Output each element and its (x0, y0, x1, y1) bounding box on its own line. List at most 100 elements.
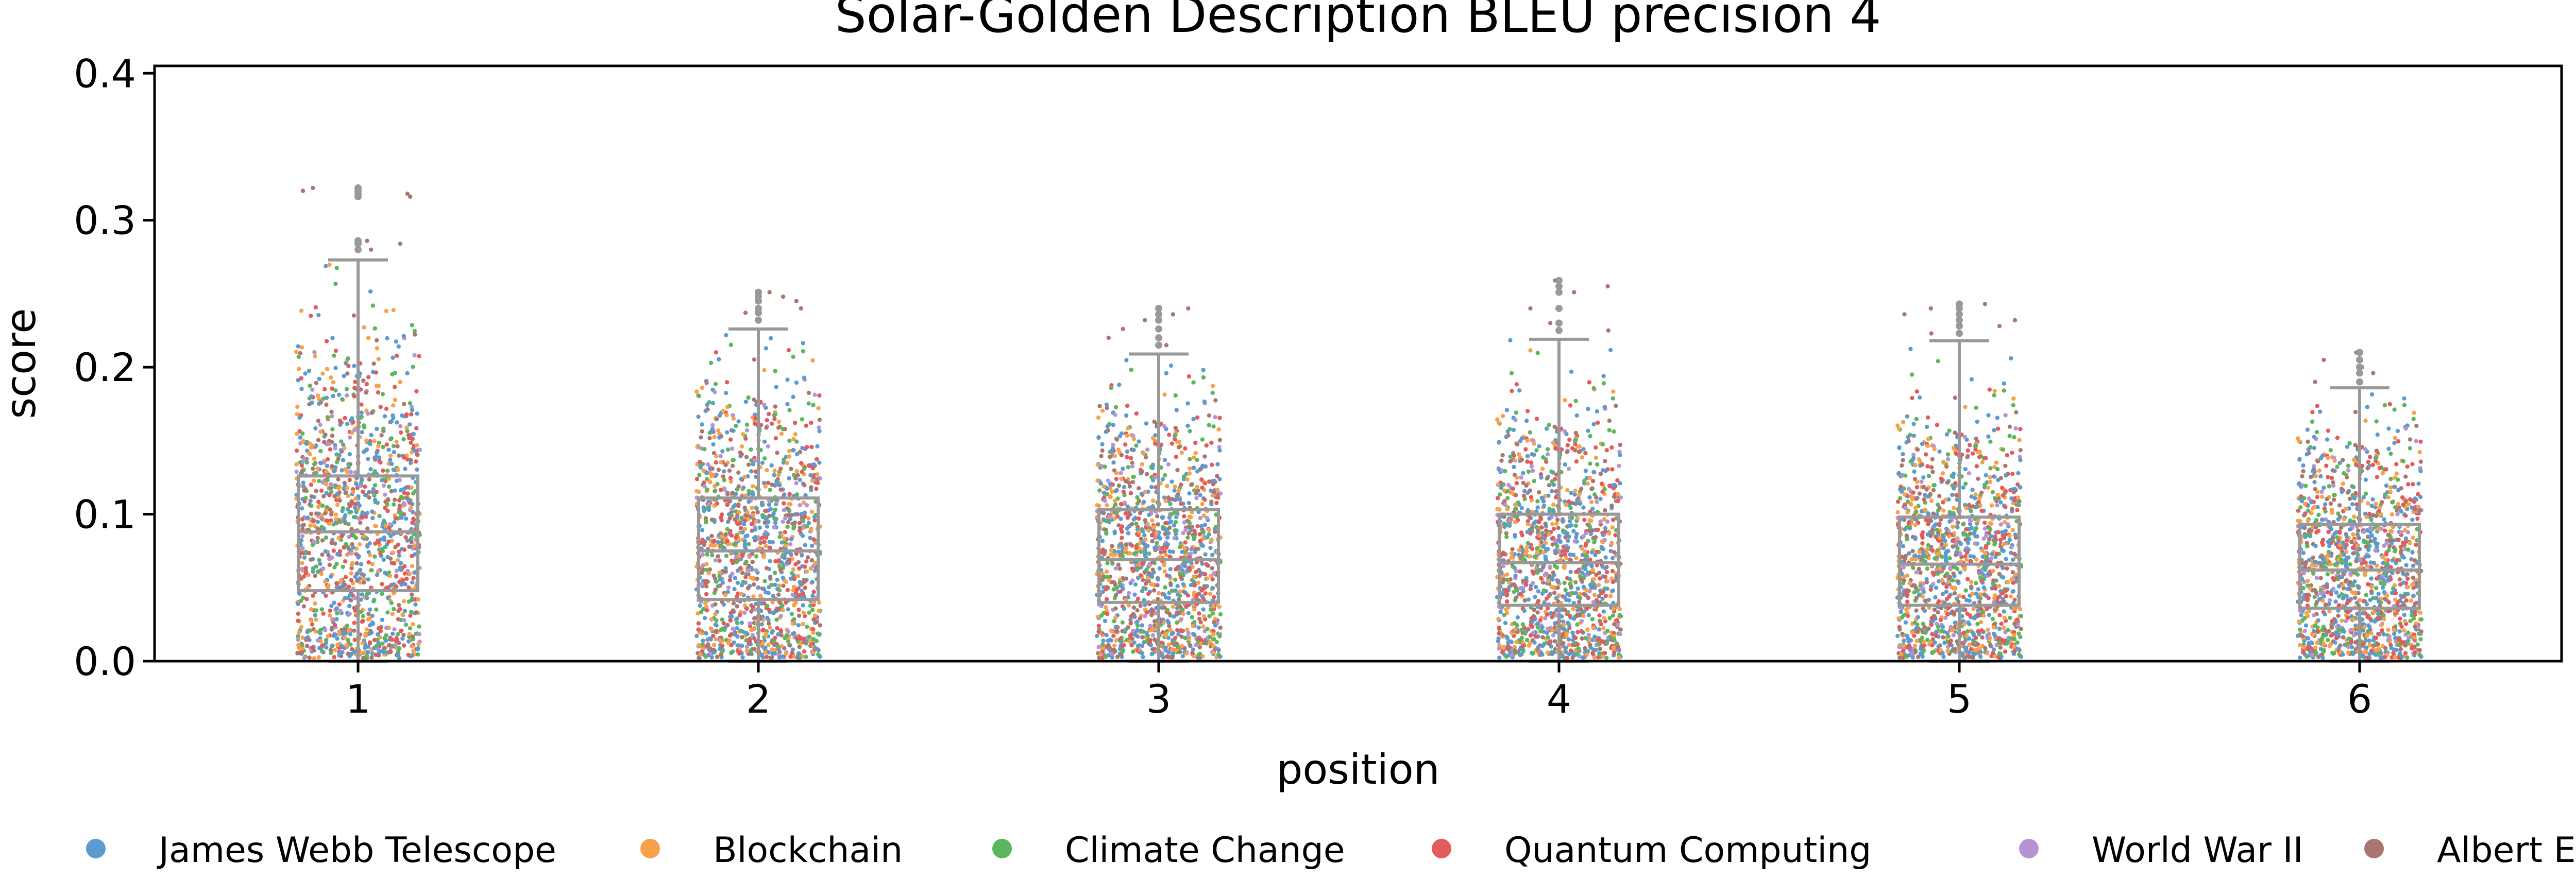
data-point (414, 459, 418, 464)
data-point (1136, 623, 1140, 628)
data-point (1519, 635, 1524, 640)
data-point (310, 622, 315, 627)
data-point (340, 533, 344, 539)
data-point (1144, 421, 1149, 426)
data-point (1532, 555, 1537, 559)
data-point (798, 581, 803, 586)
data-point (1191, 380, 1196, 385)
data-point (1137, 516, 1141, 521)
data-point (346, 651, 350, 656)
data-point (334, 606, 339, 611)
data-point (1197, 645, 1202, 650)
data-point (384, 308, 388, 314)
data-point (1121, 489, 1126, 494)
data-point (1185, 593, 1190, 598)
data-point (401, 643, 406, 648)
data-point (329, 644, 334, 649)
data-point (1187, 491, 1192, 496)
data-point (344, 643, 349, 647)
data-point (709, 429, 714, 434)
data-point (775, 577, 779, 582)
data-point (385, 508, 390, 513)
data-point (803, 579, 807, 584)
data-point (393, 385, 397, 389)
data-point (352, 505, 358, 510)
data-point (1536, 589, 1541, 594)
data-point (316, 655, 321, 660)
data-point (334, 617, 339, 622)
data-point (705, 637, 710, 642)
data-point (1589, 499, 1594, 505)
data-point (332, 632, 337, 637)
data-point (697, 473, 702, 477)
data-point (1155, 541, 1159, 545)
data-point (1213, 616, 1217, 622)
data-point (1123, 442, 1128, 447)
data-point (802, 510, 807, 515)
data-point (1618, 453, 1622, 457)
data-point (723, 566, 728, 571)
data-point (378, 537, 383, 542)
data-point (747, 489, 751, 493)
data-point (1164, 553, 1168, 558)
data-point (1208, 640, 1212, 645)
data-point (335, 611, 340, 616)
data-point (786, 348, 791, 353)
data-point (1515, 442, 1520, 447)
data-point (1504, 607, 1509, 612)
data-point (706, 502, 711, 506)
data-point (726, 641, 731, 646)
data-point (796, 623, 801, 628)
data-point (1550, 489, 1554, 493)
data-point (1603, 593, 1608, 598)
data-point (1173, 520, 1178, 525)
data-point (365, 511, 369, 515)
data-point (361, 618, 365, 624)
data-point (1592, 470, 1597, 475)
data-point (346, 356, 350, 361)
data-point (717, 413, 722, 418)
data-point (747, 492, 751, 496)
data-point (710, 423, 715, 427)
data-point (1599, 622, 1603, 627)
data-point (372, 439, 377, 443)
data-point (1203, 585, 1208, 590)
data-point (1588, 531, 1594, 537)
data-point (721, 469, 726, 474)
data-point (1182, 546, 1187, 551)
data-point (708, 360, 714, 365)
data-point (1596, 527, 1600, 532)
data-point (323, 579, 328, 584)
data-point (1583, 543, 1588, 548)
data-point (388, 457, 393, 462)
data-point (798, 477, 802, 482)
data-point (1555, 544, 1560, 549)
data-point (392, 561, 397, 566)
data-point (1202, 399, 1207, 404)
data-point (1130, 578, 1135, 583)
data-point (346, 462, 351, 467)
data-point (786, 607, 791, 612)
data-point (1574, 413, 1579, 418)
data-point (733, 492, 738, 496)
data-point (1534, 525, 1539, 530)
data-point (304, 460, 309, 465)
data-point (388, 522, 393, 527)
data-point (328, 574, 333, 579)
data-point (380, 617, 385, 623)
data-point (1603, 508, 1607, 513)
data-point (408, 613, 413, 618)
data-point (800, 553, 804, 558)
data-point (1600, 442, 1605, 447)
data-point (299, 386, 304, 391)
data-point (319, 513, 324, 518)
data-point (1131, 628, 1136, 633)
data-point (1612, 622, 1617, 627)
data-point (1518, 569, 1522, 574)
data-point (750, 633, 755, 637)
data-point (810, 593, 815, 598)
data-point (1201, 530, 1206, 535)
data-point (351, 533, 356, 538)
data-point (338, 578, 344, 583)
data-point (1194, 570, 1198, 575)
